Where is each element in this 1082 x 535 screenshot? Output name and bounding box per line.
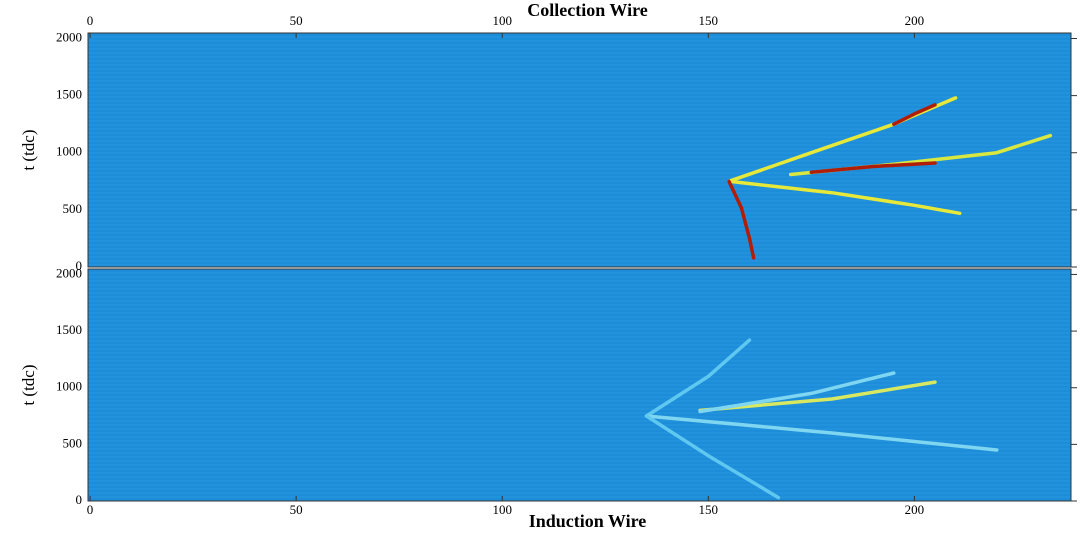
track	[727, 179, 962, 216]
x-axis-title: Collection Wire	[527, 0, 648, 20]
x-tick-label: 50	[290, 13, 303, 28]
y-tick-label: 1000	[56, 379, 82, 394]
y-tick-label: 1500	[56, 87, 82, 102]
x-tick-label: 0	[87, 13, 94, 28]
x-axis-title: Induction Wire	[529, 511, 647, 531]
y-tick-label: 500	[63, 201, 83, 216]
track	[892, 103, 937, 126]
x-tick-label: 200	[905, 13, 925, 28]
x-tick-label: 150	[699, 13, 719, 28]
track	[644, 414, 781, 500]
x-tick-label: 50	[290, 502, 303, 517]
y-tick-label: 500	[63, 435, 83, 450]
y-tick-label: 2000	[56, 29, 82, 44]
x-tick-label: 200	[905, 502, 925, 517]
plot-frame	[87, 32, 1072, 268]
x-tick-label: 100	[492, 502, 512, 517]
y-tick-label: 0	[76, 258, 83, 273]
x-tick-label: 100	[492, 13, 512, 28]
y-axis-title: t (tdc)	[19, 129, 38, 170]
track	[644, 338, 752, 418]
x-tick-label: 0	[87, 502, 94, 517]
track	[698, 371, 896, 414]
plot-texture	[88, 33, 1071, 267]
plot-frame	[87, 268, 1072, 502]
x-tick-label: 150	[699, 502, 719, 517]
y-axis-title: t (tdc)	[19, 364, 38, 405]
track	[698, 380, 937, 413]
track	[809, 161, 937, 174]
track	[727, 179, 756, 260]
y-tick-label: 0	[76, 492, 83, 507]
y-tick-label: 2000	[56, 265, 82, 280]
track	[644, 414, 999, 452]
y-tick-label: 1500	[56, 322, 82, 337]
y-tick-label: 1000	[56, 144, 82, 159]
